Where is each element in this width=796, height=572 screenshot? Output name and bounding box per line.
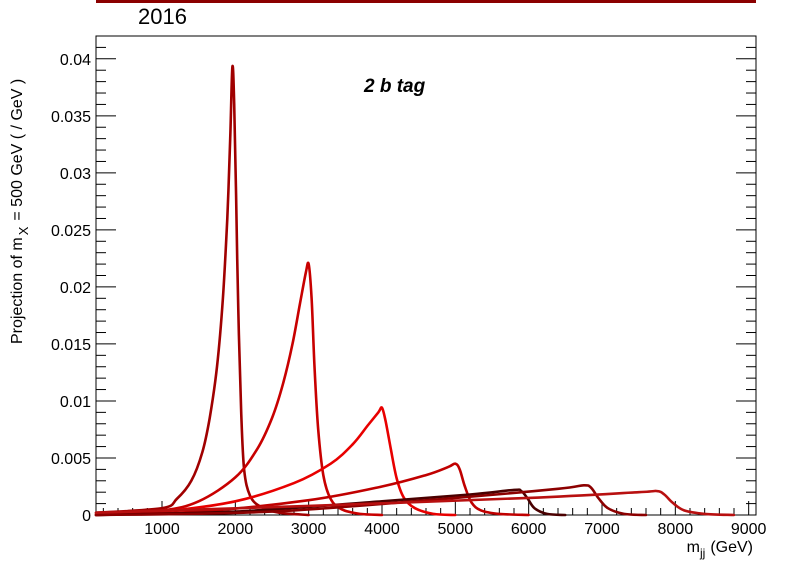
y-tick-label: 0.04 — [60, 52, 91, 69]
y-axis-title-tail: = 500 GeV ( / GeV ) — [9, 79, 26, 221]
y-tick-label: 0.01 — [60, 394, 91, 411]
x-axis-title-main: m — [687, 539, 700, 556]
series-curve-4 — [94, 462, 530, 517]
y-tick-label: 0.025 — [51, 223, 91, 240]
y-tick-label: 0 — [82, 508, 91, 525]
x-tick-label: 6000 — [511, 521, 547, 538]
y-tick-label: 0.02 — [60, 280, 91, 297]
x-tick-label: 4000 — [364, 521, 400, 538]
x-tick-label: 1000 — [144, 521, 180, 538]
x-tick-label: 2000 — [218, 521, 254, 538]
x-tick-label: 8000 — [658, 521, 694, 538]
curves — [94, 64, 736, 517]
y-axis-title: Projection of m X = 500 GeV ( / GeV ) — [9, 79, 31, 344]
series-curve-7 — [94, 489, 736, 517]
y-axis-title-sub: X — [16, 226, 31, 235]
series-curve-6 — [94, 483, 648, 517]
x-axis-title-tail: (GeV) — [710, 539, 753, 556]
axis-ticks: 1000 2000 3000 4000 5000 6000 7000 8000 9000 0 0.0… — [51, 46, 767, 538]
y-tick-label: 0.03 — [60, 166, 91, 183]
annotation: 2 b tag — [363, 76, 426, 97]
x-tick-label: 3000 — [291, 521, 327, 538]
series-curve-2 — [94, 261, 384, 517]
x-axis-title: mjj (GeV) — [687, 539, 753, 560]
series-curve-1 — [94, 64, 310, 517]
series-curve-5 — [94, 488, 567, 517]
y-tick-label: 0.005 — [51, 451, 91, 468]
x-axis-title-sub: jj — [699, 546, 705, 560]
x-tick-label: 7000 — [584, 521, 620, 538]
year-label: 2016 — [138, 4, 187, 29]
x-tick-label: 9000 — [731, 521, 767, 538]
y-axis-title-main: Projection of m — [9, 237, 26, 344]
plot-frame — [95, 35, 757, 516]
y-tick-label: 0.035 — [51, 109, 91, 126]
y-tick-label: 0.015 — [51, 337, 91, 354]
x-tick-label: 5000 — [438, 521, 474, 538]
